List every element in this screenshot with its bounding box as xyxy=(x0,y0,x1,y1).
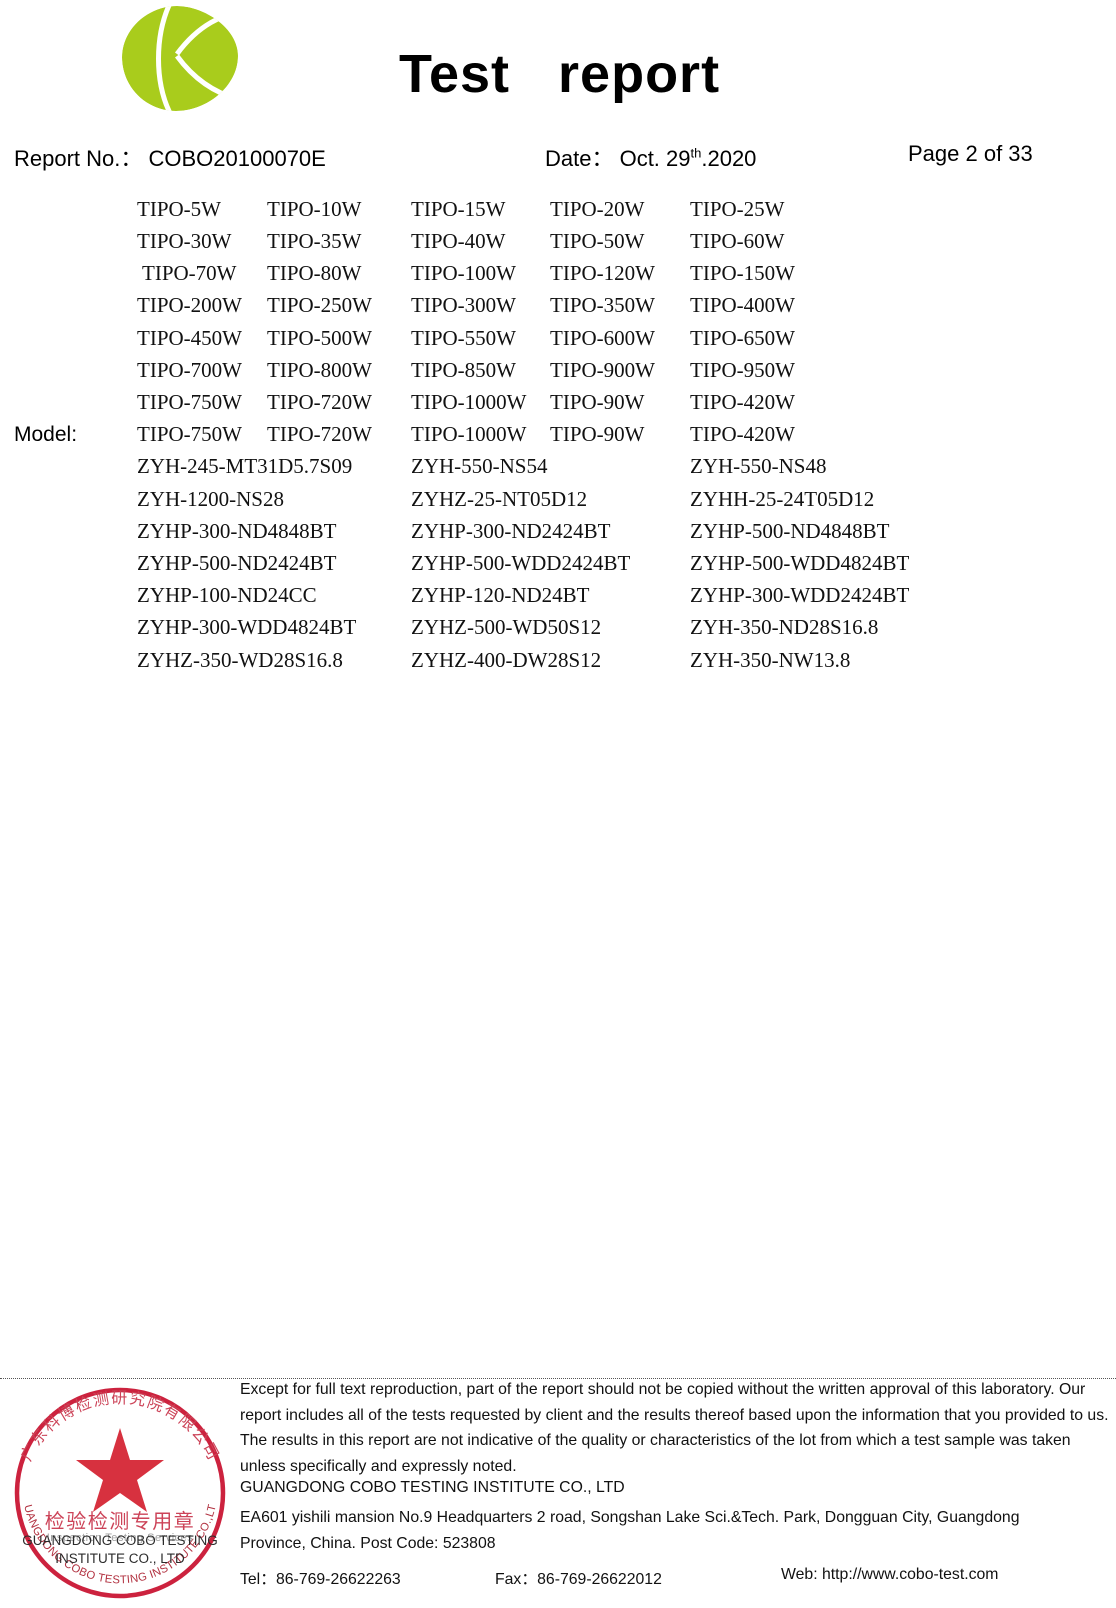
svg-text:检验检测专用章: 检验检测专用章 xyxy=(44,1510,195,1533)
svg-text:INSTITUTE CO., LTD: INSTITUTE CO., LTD xyxy=(55,1551,185,1566)
svg-text:GUANGDONG COBO TESTING: GUANGDONG COBO TESTING xyxy=(22,1533,218,1548)
